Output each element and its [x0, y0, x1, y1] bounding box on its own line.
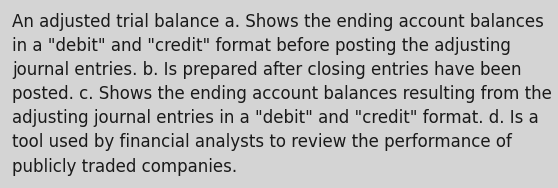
Text: posted. c. Shows the ending account balances resulting from the: posted. c. Shows the ending account bala…: [12, 85, 552, 103]
Text: journal entries. b. Is prepared after closing entries have been: journal entries. b. Is prepared after cl…: [12, 61, 522, 79]
Text: publicly traded companies.: publicly traded companies.: [12, 158, 237, 176]
Text: in a "debit" and "credit" format before posting the adjusting: in a "debit" and "credit" format before …: [12, 37, 511, 55]
Text: An adjusted trial balance a. Shows the ending account balances: An adjusted trial balance a. Shows the e…: [12, 13, 544, 31]
Text: adjusting journal entries in a "debit" and "credit" format. d. Is a: adjusting journal entries in a "debit" a…: [12, 109, 539, 127]
Text: tool used by financial analysts to review the performance of: tool used by financial analysts to revie…: [12, 133, 512, 152]
